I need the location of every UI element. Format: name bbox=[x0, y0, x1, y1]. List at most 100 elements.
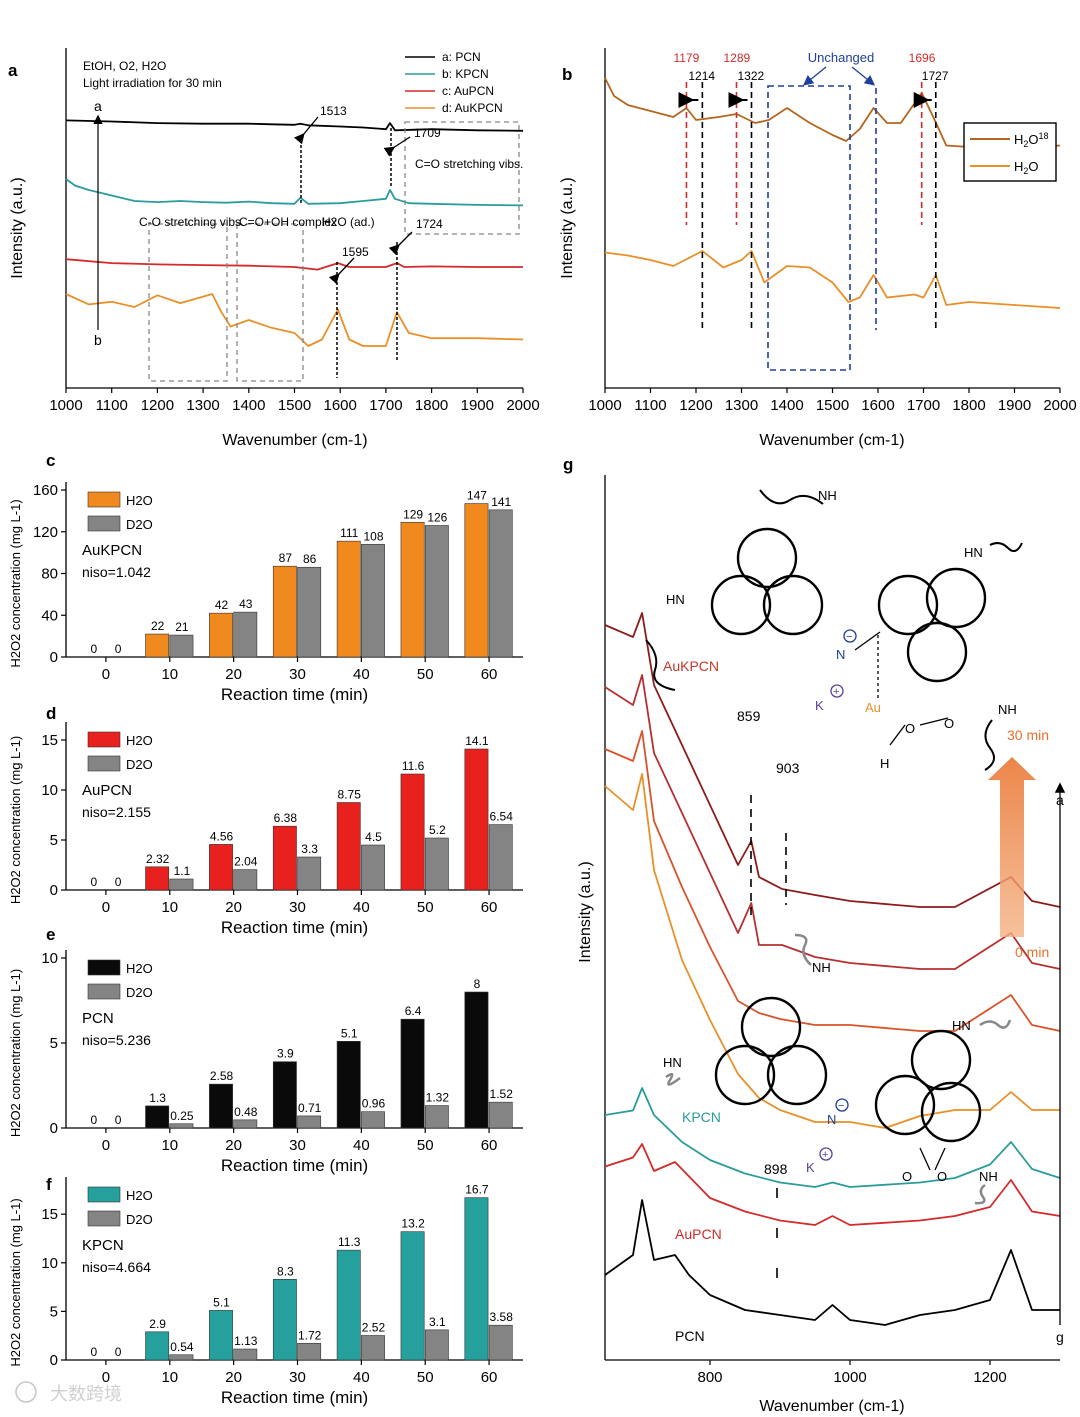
bar-d2o-50 bbox=[424, 1105, 449, 1129]
bar-d2o-30 bbox=[297, 1342, 322, 1361]
legend-swatch-d2o bbox=[87, 983, 121, 1000]
legend-swatch-h2o bbox=[87, 731, 121, 748]
peak-label-1696: 1696 bbox=[909, 51, 936, 65]
panel-a-y-label: Intensity (a.u.) bbox=[9, 177, 26, 278]
bar-value-label: 0 bbox=[90, 1113, 97, 1127]
x-label: Reaction time (min) bbox=[221, 1388, 368, 1407]
bar-value-label: 129 bbox=[403, 507, 423, 521]
bar-h2o-60 bbox=[464, 1197, 489, 1361]
svg-text:N: N bbox=[836, 647, 845, 662]
bar-h2o-40 bbox=[336, 1249, 361, 1361]
panel-a-box-co-oh-complex bbox=[236, 223, 304, 382]
legend-swatch-d2o bbox=[87, 1210, 121, 1227]
watermark: 大数跨境 bbox=[15, 1381, 122, 1404]
panel-a-annotation-h2o: H2O (ad.) bbox=[322, 215, 375, 229]
x-tick-label: 1300 bbox=[725, 397, 758, 414]
bar-value-label: 0 bbox=[90, 1345, 97, 1359]
legend-label: a: PCN bbox=[442, 50, 481, 64]
panel-a-condition-2: Light irradiation for 30 min bbox=[83, 76, 222, 90]
material-label: AuKPCN bbox=[82, 542, 142, 559]
bar-value-label: 2.9 bbox=[149, 1317, 166, 1331]
x-tick-label: 30 bbox=[289, 899, 306, 916]
svg-text:O: O bbox=[944, 716, 954, 731]
bar-h2o-20 bbox=[209, 1310, 233, 1361]
panel-g-label-aukpcn: AuKPCN bbox=[663, 658, 719, 674]
y-tick-label: 0 bbox=[50, 882, 58, 899]
x-tick-label: 1800 bbox=[415, 397, 448, 414]
peak-label-1727: 1727 bbox=[922, 69, 949, 83]
y-tick-label: 10 bbox=[41, 782, 58, 799]
bar-h2o-50 bbox=[400, 1231, 425, 1361]
x-tick-label: 30 bbox=[289, 1137, 306, 1154]
series-line-pcn bbox=[604, 1199, 1060, 1326]
peak-arrow-1513 bbox=[294, 116, 319, 145]
peak-label-1724: 1724 bbox=[416, 217, 443, 231]
bar-d2o-30 bbox=[297, 566, 322, 658]
bar-value-label: 1.72 bbox=[298, 1328, 322, 1342]
bar-d2o-20 bbox=[233, 1119, 258, 1129]
x-tick-label: 60 bbox=[481, 1137, 498, 1154]
x-label: Reaction time (min) bbox=[221, 1156, 368, 1175]
bar-d2o-40 bbox=[361, 543, 385, 658]
bar-h2o-10 bbox=[145, 1331, 170, 1361]
panel-g-label-aupcn: AuPCN bbox=[675, 1226, 722, 1242]
peak-label-1595: 1595 bbox=[342, 245, 369, 259]
x-tick-label: 2000 bbox=[506, 397, 539, 414]
svg-text:Au: Au bbox=[865, 700, 881, 715]
svg-text:+: + bbox=[822, 1149, 828, 1161]
legend-swatch-d2o bbox=[87, 755, 121, 772]
x-tick-label: 1500 bbox=[278, 397, 311, 414]
x-tick-label: 40 bbox=[353, 899, 370, 916]
x-tick-label: 1100 bbox=[634, 397, 666, 414]
svg-text:HN: HN bbox=[964, 545, 983, 560]
bar-h2o-30 bbox=[272, 1279, 297, 1361]
x-tick-label: 20 bbox=[225, 1137, 242, 1154]
peak-label-1322: 1322 bbox=[738, 69, 765, 83]
bar-value-label: 87 bbox=[279, 551, 293, 565]
y-tick-label: 10 bbox=[41, 1255, 58, 1272]
x-label: Reaction time (min) bbox=[221, 918, 368, 937]
bar-value-label: 5.1 bbox=[341, 1026, 358, 1040]
y-tick-label: 5 bbox=[50, 1303, 58, 1320]
panel-letter-f: f bbox=[46, 1175, 52, 1194]
bar-d2o-40 bbox=[361, 1335, 385, 1361]
x-tick-label: 20 bbox=[225, 1369, 242, 1386]
bar-d2o-50 bbox=[424, 837, 449, 891]
bar-value-label: 0.48 bbox=[234, 1105, 258, 1119]
material-label: PCN bbox=[82, 1010, 114, 1027]
peak-label-1214: 1214 bbox=[688, 69, 715, 83]
x-tick-label: 30 bbox=[289, 666, 306, 683]
x-tick-label: 0 bbox=[102, 899, 110, 916]
panel-b-unchanged-label: Unchanged bbox=[808, 50, 875, 65]
bar-h2o-50 bbox=[400, 773, 425, 891]
x-tick-label: 20 bbox=[225, 899, 242, 916]
x-tick-label: 1800 bbox=[952, 397, 985, 414]
peak-label-1513: 1513 bbox=[320, 104, 347, 118]
bar-value-label: 11.6 bbox=[402, 759, 425, 773]
bar-h2o-40 bbox=[336, 540, 361, 658]
panel-b-unchanged-box bbox=[767, 85, 851, 371]
x-tick-label: 1600 bbox=[324, 397, 357, 414]
y-tick-label: 5 bbox=[50, 1035, 58, 1052]
bar-d2o-20 bbox=[233, 1348, 258, 1361]
panel-g-peak-label-898: 898 bbox=[764, 1161, 788, 1177]
panel-g-x-ticks: 800 1000 1200 bbox=[697, 1360, 1007, 1386]
niso-label: niso=2.155 bbox=[82, 804, 151, 820]
y-tick-label: 120 bbox=[33, 524, 58, 541]
niso-label: niso=4.664 bbox=[82, 1259, 151, 1275]
bar-value-label: 0 bbox=[90, 875, 97, 889]
bar-value-label: 126 bbox=[427, 510, 447, 524]
x-tick-label: 1900 bbox=[461, 397, 494, 414]
x-tick-label: 10 bbox=[161, 1137, 178, 1154]
x-tick-label: 1000 bbox=[833, 1369, 866, 1386]
bar-value-label: 1.13 bbox=[234, 1334, 258, 1348]
panel-a-x-label: Wavenumber (cm-1) bbox=[222, 432, 367, 449]
bar-value-label: 1.3 bbox=[149, 1091, 166, 1105]
svg-text:HN: HN bbox=[666, 592, 685, 607]
x-tick-label: 1300 bbox=[186, 397, 219, 414]
bar-value-label: 2.52 bbox=[362, 1321, 386, 1335]
legend-label: d: AuKPCN bbox=[442, 101, 503, 115]
panel-g-time-arrow bbox=[988, 757, 1036, 937]
svg-text:N: N bbox=[827, 1112, 836, 1127]
